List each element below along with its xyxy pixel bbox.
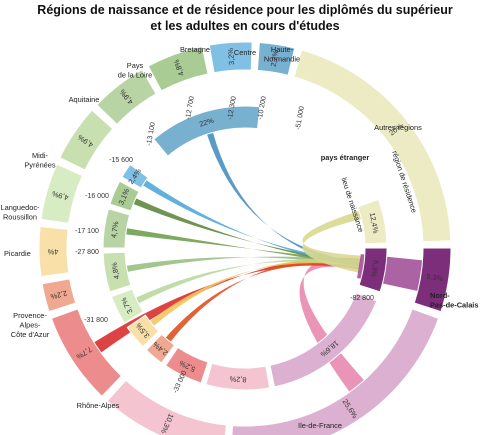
region-label-languedoc-roussillon: Languedoc-Roussillon (0, 203, 40, 222)
residence-arc-haute-normandie (256, 41, 296, 76)
residence-arc-centre (208, 41, 253, 74)
residence-arc-aquitaine (59, 109, 114, 171)
flow-chords (94, 132, 423, 393)
flow-label-autres-regions: -51 000 (295, 106, 306, 131)
flow-label-midi-pyrenees: -15 600 (109, 157, 133, 164)
flow-label-ile-de-france: -33 000 (172, 370, 188, 395)
region-label-provence-alpes-cote-d-azur: Provence-Alpes-Côte d'Azur (11, 311, 50, 339)
foreign-birth-label: pays étranger (321, 153, 370, 162)
chart-title-line1: Régions de naissance et de résidence pou… (37, 3, 453, 17)
flow-chord-pays-de-la-loire (125, 228, 361, 267)
flow-chord-autres-regions (302, 210, 362, 273)
region-label-nord-pas-de-calais: Nord-Pas-de-Calais (430, 291, 478, 310)
flow-chord-ile-de-france (299, 257, 365, 393)
region-label-bretagne: Bretagne (180, 45, 210, 54)
birth-arc-ile-de-france (269, 292, 378, 388)
flow-label-picardie: -27 800 (75, 249, 99, 256)
birth-value-aquitaine: 4,8% (109, 261, 121, 280)
region-label-pays-de-la-loire: Pays de la Loire (118, 61, 153, 80)
birth-arc-nord-pas-de-calais (358, 247, 388, 293)
residence-value-haute-normandie: 2,2% (269, 49, 281, 67)
residence-value-picardie: 2,2% (49, 289, 68, 302)
residence-arc-bretagne (147, 45, 209, 92)
region-label-midi-pyrenees: Midi-Pyrénées (24, 151, 56, 170)
birth-value-rhone-alpes: 8,2% (229, 374, 247, 384)
birth-arc-picardie (145, 333, 176, 364)
birth-arc-haute-normandie (153, 105, 261, 157)
region-label-ile-de-france: Ile-de-France (298, 421, 342, 430)
inner-ring-caption: lieu de naissance (339, 176, 365, 233)
residence-arc-midi-pyrenees (40, 163, 84, 224)
birth-arc-aquitaine (102, 251, 132, 293)
birth-arc-languedoc-roussillon (126, 314, 160, 348)
residence-arc-nord-pas-de-calais (413, 247, 452, 313)
region-label-haute-normandie: Haute-Normandie (264, 45, 300, 64)
region-label-centre: Centre (234, 48, 256, 57)
residence-arc-picardie (41, 278, 77, 313)
residence-value-languedoc-roussillon: 4% (47, 247, 58, 256)
region-label-picardie: Picardie (4, 249, 31, 258)
flow-chord-languedoc-roussillon (149, 259, 361, 326)
residence-arc-provence-alpes-cote-d-azur (50, 308, 123, 397)
birth-ring: 12,4%6,3%18,6%8,2%5,2%2,4%3,5%3,7%4,8%4,… (102, 105, 388, 391)
region-label-autres-regions: Autres régions (374, 123, 422, 132)
flow-label-languedoc-roussillon: -17 100 (75, 228, 99, 235)
birth-arc-centre (121, 163, 149, 189)
region-label-aquitaine: Aquitaine (69, 95, 100, 104)
residence-value-centre: 3,2% (226, 47, 236, 65)
flow-label-provence-alpes-cote-d-azur: -31 800 (84, 317, 108, 324)
residence-ring: 20%5,3%25,6%10,3%7,7%2,2%4%4,9%4,9%4,9%4… (38, 41, 452, 435)
birth-arc-provence-alpes-cote-d-azur (164, 346, 209, 384)
birth-value-nord-pas-de-calais: 6,3% (369, 260, 381, 278)
flow-label-centre: -12 300 (227, 96, 238, 121)
birth-arc-pays-de-la-loire (102, 208, 131, 249)
flow-label-bretagne: -12 700 (185, 96, 196, 121)
chart-title-line2: et les adultes en cours d'études (150, 19, 340, 33)
region-label-rhone-alpes: Rhône-Alpes (77, 401, 120, 410)
residence-arc-pays-de-la-loire (96, 68, 157, 126)
residence-arc-languedoc-roussillon (38, 225, 70, 278)
birth-arc-rhone-alpes (205, 362, 271, 391)
flow-chord-aquitaine (126, 256, 361, 272)
birth-value-haute-normandie: 22% (198, 116, 215, 129)
residence-arc-rhone-alpes (106, 379, 227, 435)
birth-value-autres-regions: 12,4% (368, 212, 381, 235)
chart-title: Régions de naissance et de résidence pou… (0, 2, 490, 34)
residence-arc-ile-de-france (231, 308, 440, 435)
flow-label-haute-normandie: -10 200 (257, 96, 268, 121)
birth-arc-autres-regions (357, 198, 388, 245)
residence-arc-autres-regions (293, 49, 452, 243)
residence-value-nord-pas-de-calais: 5,3% (426, 272, 444, 284)
flow-label-pays-de-la-loire: -13 100 (146, 122, 157, 147)
flow-label-nord-pas-de-calais: -82 800 (350, 295, 374, 302)
birth-value-pays-de-la-loire: 4,7% (109, 220, 120, 238)
flow-chord-picardie (165, 258, 361, 342)
birth-arc-midi-pyrenees (110, 288, 144, 324)
flow-label-aquitaine: -16 000 (85, 193, 109, 200)
birth-arc-bretagne (109, 180, 140, 212)
